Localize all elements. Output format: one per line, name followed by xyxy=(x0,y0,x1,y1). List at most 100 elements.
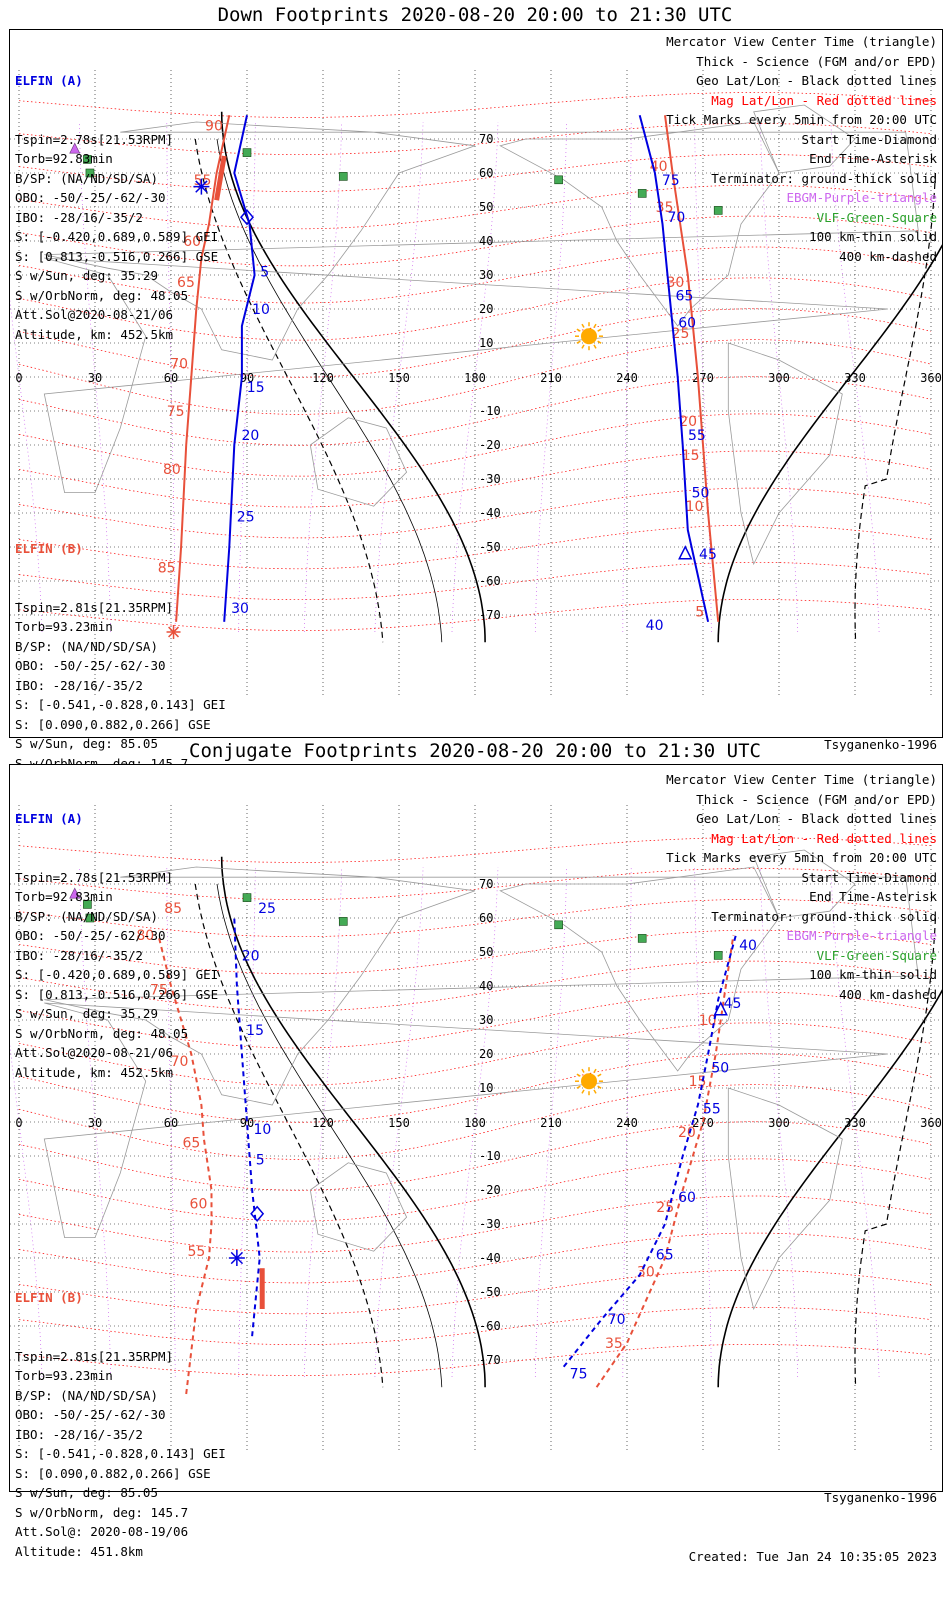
lon-tick-label: 330 xyxy=(844,371,866,385)
legend-entry: Geo Lat/Lon - Black dotted lines xyxy=(696,73,937,88)
param-line: S w/Sun, deg: 35.29 xyxy=(15,1006,158,1021)
lon-tick-label: 330 xyxy=(844,1116,866,1130)
track-tick-label: 90 xyxy=(205,118,223,134)
lon-tick-label: 150 xyxy=(388,371,410,385)
mag-meridian xyxy=(451,121,499,633)
mag-parallel xyxy=(18,1195,932,1253)
legend-entry: Thick - Science (FGM and/or EPD) xyxy=(696,53,937,69)
param-line: Torb=93.23min xyxy=(15,619,113,634)
track-tick-label: 10 xyxy=(252,302,270,318)
legend-entry: Start Time-Diamond xyxy=(801,131,937,147)
track-tick-label: 5 xyxy=(260,265,269,281)
mag-parallel xyxy=(18,1344,932,1376)
track-tick-label: 10 xyxy=(254,1122,272,1138)
legend-entry: Tick Marks every 5min from 20:00 UTC xyxy=(666,112,937,127)
track-tick-label: 45 xyxy=(724,996,742,1012)
lat-tick-label: -30 xyxy=(479,1217,501,1231)
legend-entry: Terminator: ground-thick solid xyxy=(711,170,937,186)
sun-ray xyxy=(581,1068,585,1073)
mag-parallel xyxy=(18,450,932,508)
mag-parallel xyxy=(18,561,932,601)
lon-tick-label: 300 xyxy=(768,1116,790,1130)
end-time-asterisk xyxy=(195,180,208,193)
coastline xyxy=(43,1002,888,1238)
coastline xyxy=(43,257,888,493)
track-tick-label: 60 xyxy=(183,234,201,250)
sun-ray xyxy=(593,323,597,328)
sat-b-name: ELFIN (B) xyxy=(15,1290,83,1305)
sun-ray xyxy=(576,328,581,332)
lon-tick-label: 60 xyxy=(164,371,178,385)
param-line: Att.Sol@2020-08-21/06 xyxy=(15,307,174,322)
mag-parallel xyxy=(18,1269,932,1315)
track-tick-label: 80 xyxy=(136,928,154,944)
lat-tick-label: -40 xyxy=(479,1251,501,1265)
center-time-triangle xyxy=(678,545,693,560)
track-tick-label: 55 xyxy=(188,1244,206,1260)
param-line: S w/OrbNorm, deg: 48.05 xyxy=(15,1025,189,1041)
sun-ray xyxy=(597,340,602,344)
track-tick-label: 15 xyxy=(246,1023,264,1039)
sun-ray xyxy=(581,344,585,349)
param-line: OBO: -50/-25/-62/-30 xyxy=(15,1407,166,1422)
lon-tick-label: 120 xyxy=(312,1116,334,1130)
lat-tick-label: 60 xyxy=(479,166,493,180)
track-elfin-a-pass2 xyxy=(638,114,710,623)
mag-parallel xyxy=(18,1306,932,1346)
lon-tick-label: 360 xyxy=(920,1116,942,1130)
mag-parallel xyxy=(18,413,932,477)
param-line: IBO: -28/16/-35/2 xyxy=(15,1426,143,1442)
terminator-ground xyxy=(220,856,486,1388)
lon-tick-label: 180 xyxy=(464,1116,486,1130)
vlf-station-marker xyxy=(338,172,348,181)
mag-meridian xyxy=(374,121,424,633)
lat-tick-label: -70 xyxy=(479,608,501,622)
track-tick-label: 25 xyxy=(237,509,255,525)
track-tick-label: 10 xyxy=(686,499,704,515)
mag-parallel xyxy=(18,1158,932,1222)
science-segment xyxy=(214,155,227,201)
vlf-station-marker xyxy=(83,155,92,164)
track-tick-label: 55 xyxy=(703,1101,721,1117)
lat-tick-label: -20 xyxy=(479,1183,501,1197)
track-elfin-a-conj xyxy=(233,917,261,1337)
track-tick-label: 20 xyxy=(242,948,260,964)
track-tick-label: 30 xyxy=(637,1265,655,1281)
sat-b-params: Tspin=2.81s[21.35RPM] Torb=93.23min B/SP: … xyxy=(15,1347,226,1562)
lon-tick-label: 120 xyxy=(312,371,334,385)
param-line: S w/Sun, deg: 85.05 xyxy=(15,736,158,751)
sun-icon xyxy=(581,328,597,345)
param-line: Tspin=2.78s[21.53RPM] xyxy=(15,869,174,885)
track-tick-label: 20 xyxy=(679,414,697,430)
param-line: S w/OrbNorm, deg: 145.7 xyxy=(15,1504,189,1520)
param-line: Altitude: 451.8km xyxy=(15,1543,143,1559)
coastline xyxy=(753,849,856,919)
param-line: S w/Sun, deg: 85.05 xyxy=(15,1485,158,1500)
sun-ray xyxy=(593,1068,597,1073)
track-tick-label: 15 xyxy=(247,380,265,396)
sun-ray xyxy=(576,1073,581,1077)
sun-ray xyxy=(576,340,581,344)
start-time-diamond xyxy=(240,209,254,226)
track-tick-label: 80 xyxy=(163,462,181,478)
param-line: Att.Sol@2020-08-21/06 xyxy=(15,1045,174,1060)
terminator-400km xyxy=(194,138,384,643)
sun-ray xyxy=(593,344,597,349)
vlf-station-marker xyxy=(85,168,95,178)
lon-tick-label: 30 xyxy=(88,371,102,385)
center-time-triangle xyxy=(713,1001,728,1016)
lon-tick-label: 240 xyxy=(616,371,638,385)
track-tick-label: 15 xyxy=(682,448,700,464)
vlf-station-marker xyxy=(338,917,348,926)
lon-tick-label: 90 xyxy=(240,1116,254,1130)
mag-parallel xyxy=(18,184,932,230)
sun-icon xyxy=(581,1073,597,1090)
legend-entry: 100 km-thin solid xyxy=(809,229,937,244)
track-tick-label: 55 xyxy=(688,428,706,444)
legend-entry: Geo Lat/Lon - Black dotted lines xyxy=(696,811,937,826)
sun-ray xyxy=(581,323,585,328)
lat-tick-label: 50 xyxy=(479,200,493,214)
legend-entry: 400 km-dashed xyxy=(839,248,937,264)
track-tick-label: 40 xyxy=(646,618,664,634)
sat-b-name: ELFIN (B) xyxy=(15,541,83,556)
